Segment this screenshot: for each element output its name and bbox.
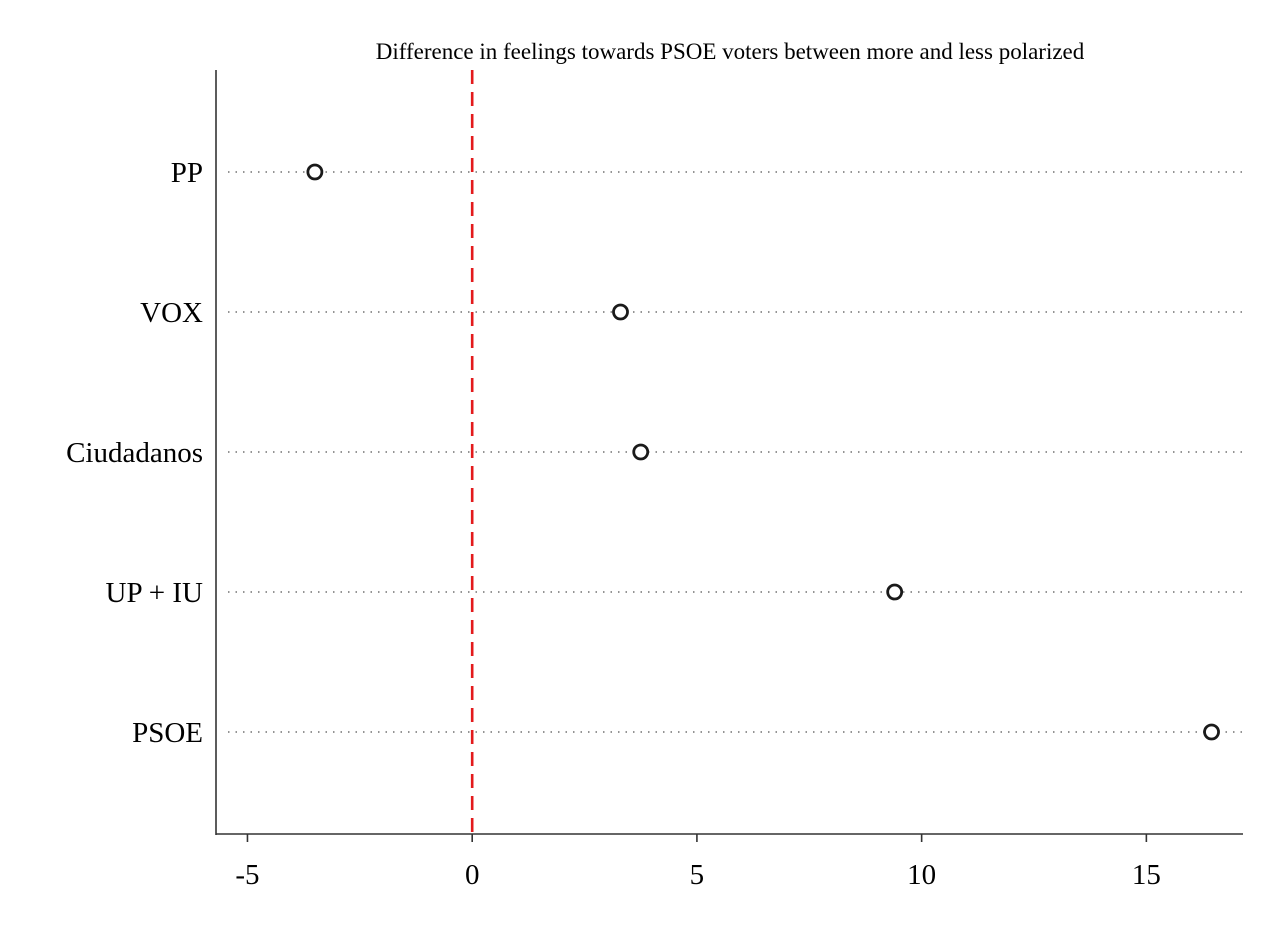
category-label: Ciudadanos	[66, 437, 203, 469]
data-point	[612, 303, 629, 321]
data-points	[306, 163, 1220, 741]
data-point	[306, 163, 324, 181]
x-tick-label: 10	[907, 859, 936, 891]
guide-lines	[228, 171, 1246, 733]
category-label: PP	[171, 157, 203, 189]
data-point	[886, 583, 904, 601]
x-tick-label: 5	[690, 859, 705, 891]
category-labels: PP VOX Ciudadanos UP + IU PSOE	[66, 157, 203, 749]
category-label: UP + IU	[106, 577, 204, 609]
chart-title: Difference in feelings towards PSOE vote…	[376, 39, 1085, 64]
category-label: PSOE	[132, 717, 203, 749]
category-label: VOX	[140, 297, 203, 329]
x-tick-label: 0	[465, 859, 480, 891]
data-point	[632, 443, 650, 461]
axes	[215, 70, 1243, 835]
x-tick-label: 15	[1132, 859, 1161, 891]
data-point	[1203, 723, 1220, 741]
x-tick-label: -5	[235, 859, 259, 891]
x-ticks: -5 0 5 10 15	[235, 834, 1161, 891]
